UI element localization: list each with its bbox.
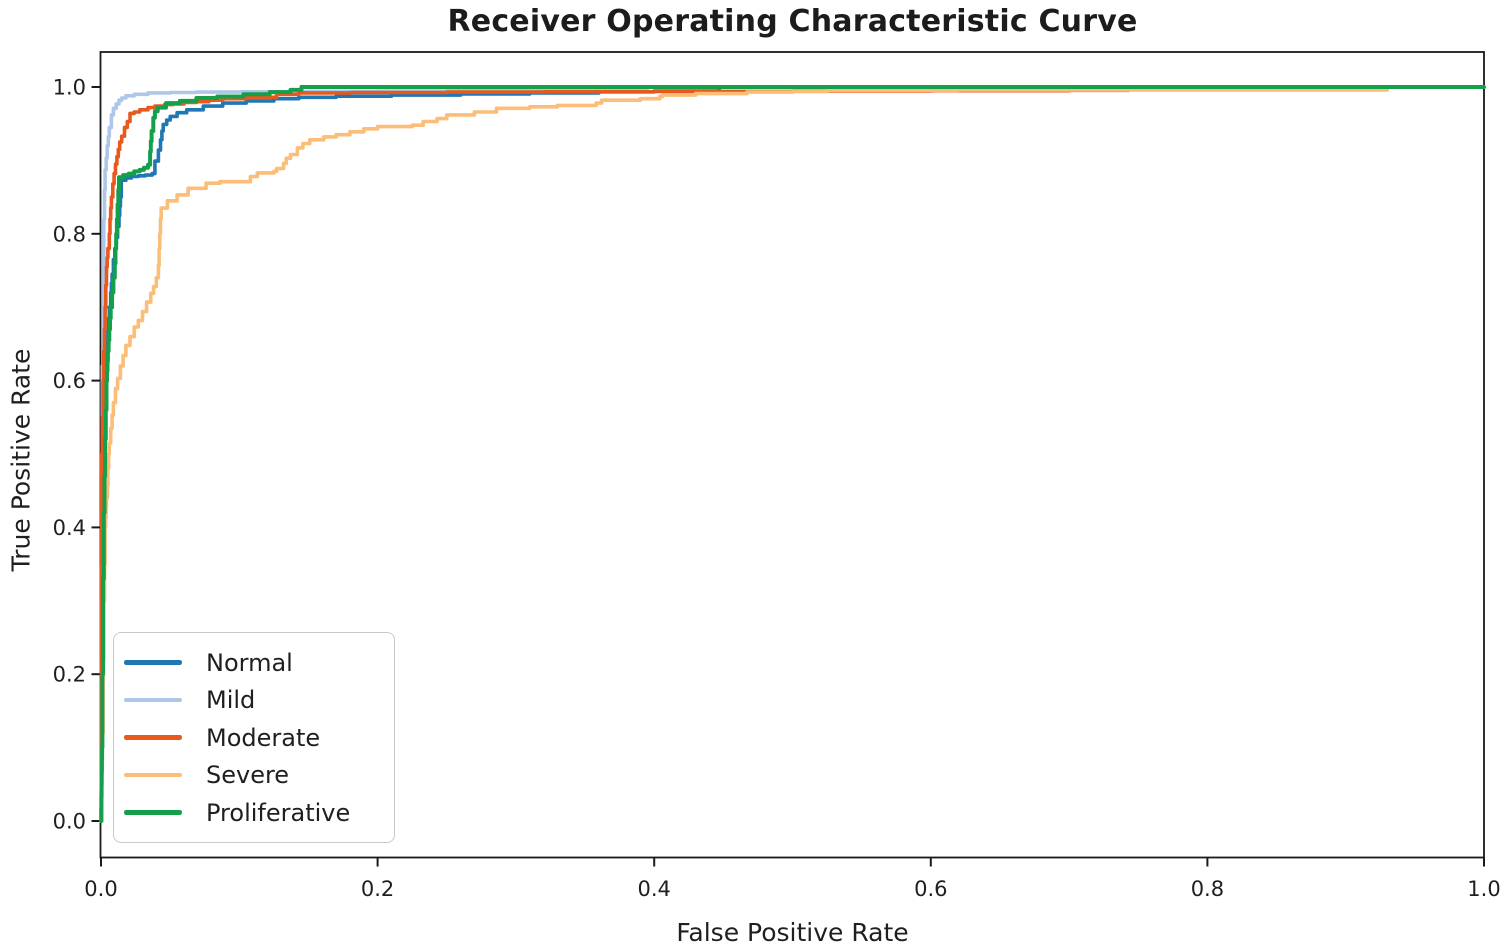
y-tick-label: 0.0 (53, 810, 86, 834)
legend-line-swatch-normal (124, 660, 182, 665)
legend-item-mild: Mild (124, 688, 388, 712)
roc-curve-severe (99, 85, 1486, 823)
legend-label-normal: Normal (206, 648, 293, 677)
legend-item-proliferative: Proliferative (124, 801, 388, 825)
x-tick-label: 1.0 (1467, 877, 1500, 901)
legend-label-moderate: Moderate (206, 723, 321, 752)
y-tick-label: 0.6 (53, 369, 86, 393)
legend: Normal Mild Moderate Severe Proliferativ… (113, 632, 395, 843)
x-axis-label: False Positive Rate (676, 918, 909, 947)
roc-curve-moderate (99, 85, 1486, 823)
legend-line-swatch-severe (124, 772, 182, 778)
legend-line-swatch-moderate (124, 735, 182, 740)
x-tick-label: 0.8 (1191, 877, 1224, 901)
legend-line-swatch-proliferative (124, 810, 182, 815)
legend-label-mild: Mild (206, 686, 256, 714)
legend-item-normal: Normal (124, 651, 388, 675)
legend-label-severe: Severe (206, 761, 290, 789)
legend-item-moderate: Moderate (124, 726, 388, 750)
chart-title: Receiver Operating Characteristic Curve (447, 4, 1138, 39)
y-tick-label: 0.4 (53, 516, 86, 540)
legend-item-severe: Severe (124, 763, 388, 787)
roc-curve-proliferative (99, 85, 1486, 823)
legend-line-swatch-mild (124, 697, 182, 703)
y-tick-label: 0.8 (53, 222, 86, 246)
y-tick-label: 1.0 (53, 76, 86, 100)
x-tick-label: 0.6 (914, 877, 947, 901)
y-axis-label: True Positive Rate (6, 348, 36, 572)
x-tick-label: 0.2 (361, 877, 394, 901)
x-tick-label: 0.0 (84, 877, 117, 901)
legend-label-proliferative: Proliferative (206, 798, 351, 827)
y-tick-label: 0.2 (53, 663, 86, 687)
x-tick-label: 0.4 (637, 877, 670, 901)
